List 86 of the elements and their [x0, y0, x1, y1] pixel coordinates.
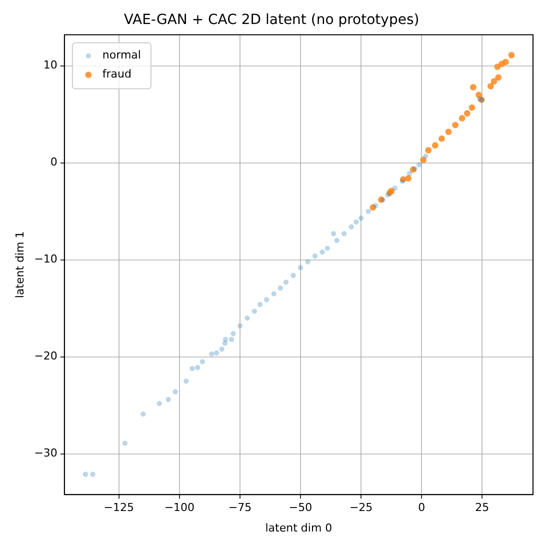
x-tick-label: −100: [164, 501, 195, 514]
point: [470, 84, 476, 90]
y-tick-label: −20: [34, 350, 58, 363]
point: [190, 366, 195, 372]
chart-title: VAE-GAN + CAC 2D latent (no prototypes): [124, 12, 420, 28]
point: [140, 411, 146, 417]
point: [257, 302, 263, 308]
point: [366, 208, 371, 214]
y-axis-title: latent dim 1: [13, 231, 26, 298]
point: [209, 351, 214, 357]
y-tick-label: −10: [34, 252, 58, 266]
point: [222, 336, 228, 342]
point: [412, 166, 418, 172]
point: [298, 265, 304, 270]
point: [283, 280, 289, 285]
y-tick-label: −30: [34, 446, 58, 460]
point: [400, 176, 406, 183]
point: [348, 224, 354, 230]
point: [156, 400, 162, 406]
point: [490, 78, 498, 85]
point: [230, 330, 236, 336]
point: [278, 285, 284, 291]
point: [90, 472, 96, 477]
point: [468, 104, 476, 111]
point: [244, 315, 250, 321]
point: [495, 74, 502, 81]
point: [200, 359, 206, 364]
x-tick-label: −50: [288, 501, 312, 514]
point: [195, 364, 200, 370]
point: [82, 472, 88, 477]
point: [438, 135, 445, 142]
point: [476, 92, 482, 98]
point: [380, 197, 386, 202]
point: [370, 204, 376, 211]
point: [184, 378, 189, 384]
point: [423, 153, 428, 159]
point: [122, 440, 128, 446]
x-tick-label: −75: [228, 501, 252, 514]
point: [354, 219, 359, 225]
point: [487, 83, 494, 90]
point: [452, 122, 458, 128]
point: [237, 323, 243, 328]
y-tick-label: 10: [43, 58, 58, 72]
point: [271, 291, 276, 296]
point: [420, 156, 426, 164]
point: [498, 60, 505, 68]
point: [219, 346, 224, 352]
point: [228, 336, 234, 342]
x-tick-label: 0: [418, 501, 426, 514]
point: [405, 175, 412, 182]
point: [432, 142, 438, 149]
point: [290, 272, 296, 278]
point: [312, 253, 318, 259]
point: [378, 196, 384, 203]
x-tick-label: −25: [349, 501, 373, 514]
point: [400, 178, 405, 184]
legend-label: fraud: [102, 68, 132, 81]
point: [330, 231, 336, 236]
legend-label: normal: [102, 48, 141, 62]
point: [305, 259, 310, 264]
point: [406, 170, 412, 176]
point: [166, 396, 171, 402]
point: [508, 52, 515, 58]
y-tick-label: 0: [50, 156, 58, 169]
point: [425, 147, 432, 154]
point: [358, 216, 364, 221]
x-tick-label: −125: [104, 501, 134, 514]
point: [372, 202, 378, 208]
point: [252, 308, 258, 314]
x-tick-label: 25: [475, 501, 490, 514]
point: [392, 185, 398, 191]
point: [445, 128, 452, 136]
x-axis-title: latent dim 0: [265, 521, 332, 534]
point: [416, 162, 422, 168]
point: [458, 115, 466, 122]
point: [172, 389, 178, 394]
point: [410, 166, 416, 173]
point: [334, 238, 340, 244]
point: [342, 231, 347, 236]
point: [385, 192, 391, 198]
point: [264, 297, 270, 302]
point: [494, 64, 501, 70]
point: [214, 350, 220, 356]
point: [320, 249, 325, 255]
point: [464, 110, 470, 117]
point: [324, 246, 330, 251]
